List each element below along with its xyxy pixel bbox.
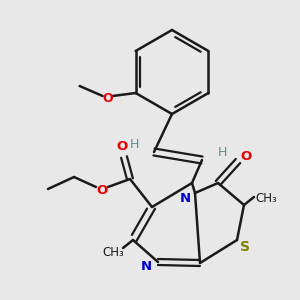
Text: CH₃: CH₃ <box>255 193 277 206</box>
Text: O: O <box>96 184 108 196</box>
Text: CH₃: CH₃ <box>102 245 124 259</box>
Text: O: O <box>116 140 128 154</box>
Text: H: H <box>217 146 227 158</box>
Text: H: H <box>129 137 139 151</box>
Text: O: O <box>240 149 252 163</box>
Text: S: S <box>240 240 250 254</box>
Text: N: N <box>140 260 152 272</box>
Text: O: O <box>102 92 113 104</box>
Text: N: N <box>179 191 191 205</box>
